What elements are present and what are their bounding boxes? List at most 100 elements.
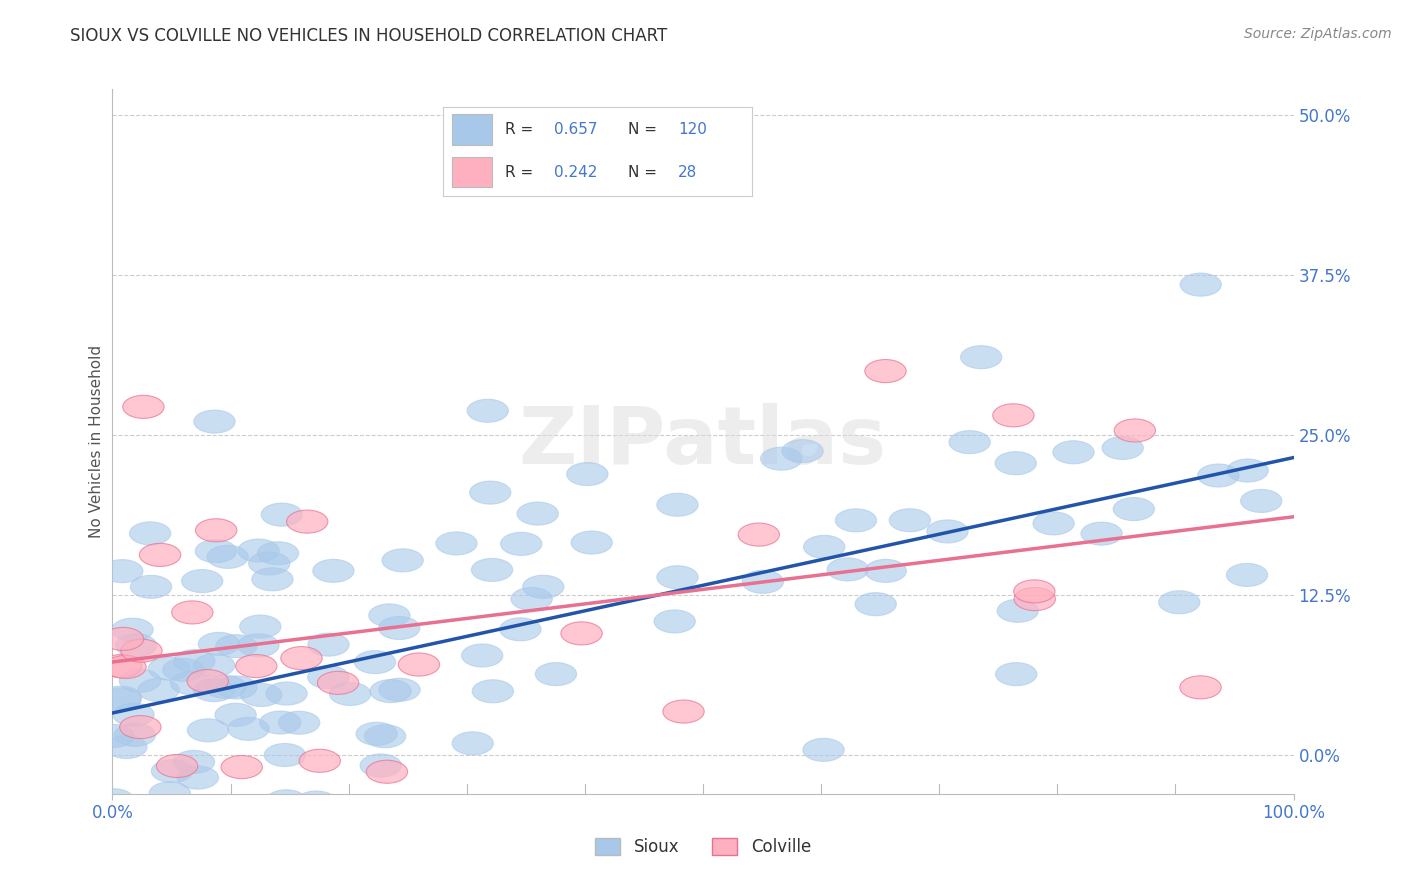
Ellipse shape [865,359,905,383]
Ellipse shape [105,736,148,758]
Ellipse shape [1180,273,1222,296]
Text: N =: N = [628,165,662,179]
Ellipse shape [1081,522,1122,545]
Ellipse shape [215,676,257,699]
Ellipse shape [187,670,228,693]
Ellipse shape [436,532,477,555]
Ellipse shape [138,679,180,701]
Ellipse shape [148,657,190,680]
Ellipse shape [1226,564,1268,586]
Ellipse shape [742,570,783,593]
Ellipse shape [187,719,229,742]
Ellipse shape [354,650,395,673]
Ellipse shape [356,723,398,746]
Ellipse shape [100,686,142,709]
Ellipse shape [1240,490,1282,513]
Text: R =: R = [505,165,538,179]
Ellipse shape [221,756,263,779]
Ellipse shape [467,400,509,422]
Text: SIOUX VS COLVILLE NO VEHICLES IN HOUSEHOLD CORRELATION CHART: SIOUX VS COLVILLE NO VEHICLES IN HOUSEHO… [70,27,668,45]
Ellipse shape [1114,419,1156,442]
Ellipse shape [571,531,613,554]
Ellipse shape [1102,436,1143,459]
Ellipse shape [382,549,423,572]
Ellipse shape [827,558,869,581]
Ellipse shape [1053,441,1094,464]
Ellipse shape [370,680,412,703]
Ellipse shape [266,789,307,813]
Ellipse shape [94,808,135,831]
Text: 0.657: 0.657 [554,122,598,136]
Ellipse shape [131,575,172,599]
Ellipse shape [550,808,592,831]
Ellipse shape [239,615,281,638]
Ellipse shape [501,533,541,556]
Ellipse shape [207,545,249,568]
Ellipse shape [195,540,236,563]
Ellipse shape [308,633,349,657]
Ellipse shape [205,675,246,698]
Ellipse shape [252,568,292,591]
Ellipse shape [654,610,696,633]
Ellipse shape [128,808,169,831]
Ellipse shape [101,559,143,582]
Ellipse shape [855,592,897,615]
Ellipse shape [228,717,269,740]
Ellipse shape [865,559,907,582]
Ellipse shape [329,682,371,706]
Text: R =: R = [505,122,538,136]
Text: 0.242: 0.242 [554,165,598,179]
Ellipse shape [1198,464,1239,487]
Ellipse shape [312,559,354,582]
Ellipse shape [510,588,553,610]
Ellipse shape [398,653,440,676]
Ellipse shape [472,680,513,703]
Ellipse shape [318,672,359,694]
Ellipse shape [889,508,931,532]
Ellipse shape [194,654,235,677]
Ellipse shape [155,808,197,831]
Ellipse shape [287,510,328,533]
Ellipse shape [561,622,602,645]
Ellipse shape [782,440,824,463]
Ellipse shape [149,781,190,805]
Ellipse shape [471,558,513,582]
Ellipse shape [198,632,239,656]
Ellipse shape [249,552,290,575]
Ellipse shape [238,634,278,657]
Ellipse shape [115,633,156,657]
Ellipse shape [264,743,305,766]
Ellipse shape [120,669,160,692]
Ellipse shape [1033,512,1074,535]
Ellipse shape [378,678,420,701]
Ellipse shape [236,655,277,678]
Ellipse shape [262,503,302,526]
Ellipse shape [657,566,699,589]
Ellipse shape [662,700,704,723]
Ellipse shape [1180,676,1222,698]
Ellipse shape [1159,591,1199,614]
Ellipse shape [803,739,844,762]
Ellipse shape [238,539,280,562]
Ellipse shape [195,519,236,541]
Ellipse shape [291,808,332,831]
Ellipse shape [499,618,541,640]
Ellipse shape [93,789,135,812]
Ellipse shape [761,447,801,470]
Ellipse shape [170,672,212,695]
Ellipse shape [995,451,1036,475]
Ellipse shape [536,663,576,686]
Ellipse shape [112,618,153,641]
Ellipse shape [103,808,143,831]
Ellipse shape [295,791,337,814]
FancyBboxPatch shape [453,157,492,187]
Ellipse shape [129,522,170,545]
Ellipse shape [993,404,1033,427]
Ellipse shape [804,535,845,558]
Ellipse shape [517,502,558,525]
Ellipse shape [299,749,340,772]
Ellipse shape [960,346,1002,368]
Ellipse shape [139,543,181,566]
Ellipse shape [257,541,298,565]
Ellipse shape [378,616,420,640]
